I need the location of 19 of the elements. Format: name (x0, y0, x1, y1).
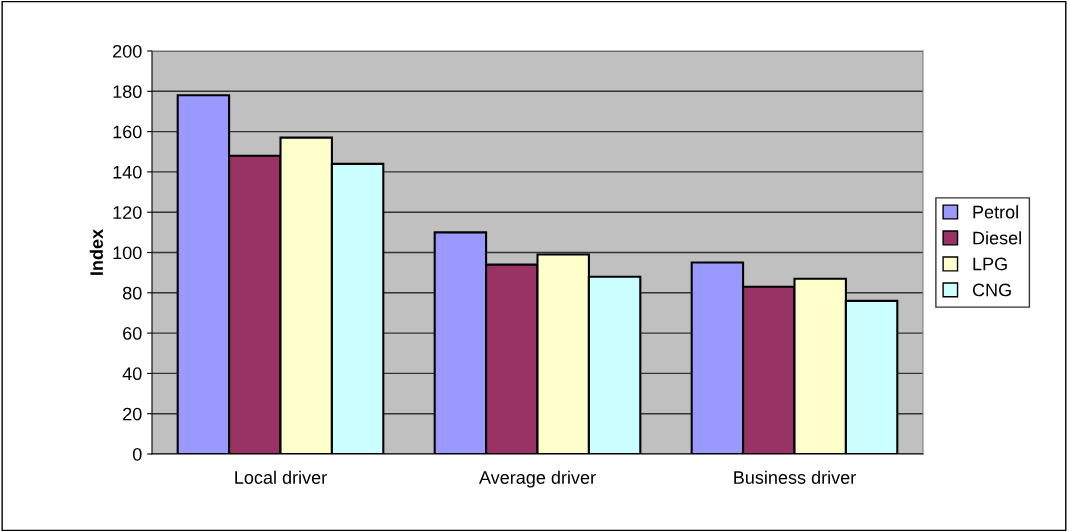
legend-label: Petrol (973, 205, 1018, 219)
y-tick-label: 160 (113, 125, 142, 139)
y-axis-title: Index (89, 229, 104, 275)
y-tick-label: 100 (113, 246, 142, 260)
legend-label: Diesel (973, 231, 1021, 245)
y-tick-label: 20 (123, 407, 142, 421)
y-tick-label: 40 (122, 367, 142, 381)
y-tick-label: 0 (132, 447, 142, 461)
y-tick-label: 200 (113, 44, 142, 58)
legend-label: CNG (972, 283, 1011, 297)
y-tick-label: 140 (113, 165, 142, 179)
y-tick-label: 120 (113, 206, 142, 219)
y-tick-label: 80 (122, 286, 142, 300)
y-tick-label: 180 (113, 85, 142, 99)
legend-label: LPG (973, 257, 1007, 271)
x-tick-label: Business driver (734, 470, 856, 484)
x-tick-label: Local driver (235, 470, 327, 484)
x-tick-label: Average driver (478, 470, 596, 488)
y-tick-label: 60 (123, 327, 142, 340)
